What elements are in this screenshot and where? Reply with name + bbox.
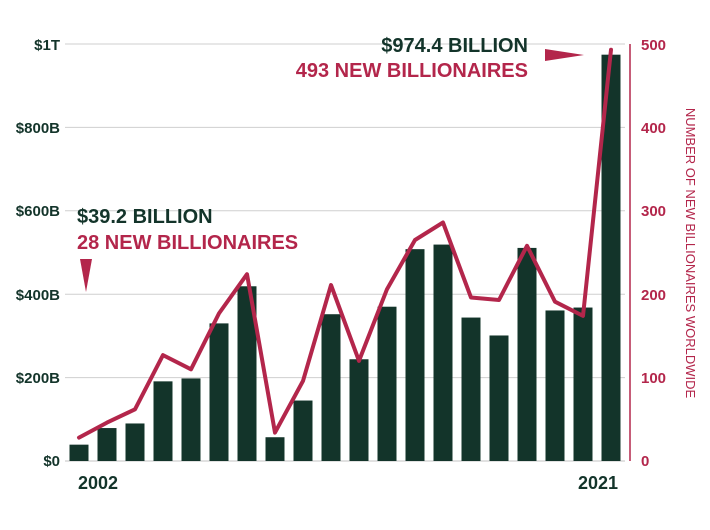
right-axis-ticks: 0 100 200 300 400 500 [641,37,666,470]
annotation-value-2002: $39.2 BILLION [77,206,213,228]
right-tick-label: 500 [641,37,666,54]
x-tick-label-last: 2021 [578,473,618,493]
right-tick-label: 300 [641,203,666,220]
left-tick-label: $400B [16,287,60,304]
bar-2005 [153,381,173,461]
left-tick-label: $600B [16,203,60,220]
annotation-2021: $974.4 BILLION 493 NEW BILLIONAIRES [296,35,584,82]
left-axis-ticks: $0 $200B $400B $600B $800B $1T [16,37,60,470]
bar-2007 [209,323,229,461]
bar-2012 [349,359,369,461]
left-tick-label: $200B [16,370,60,387]
bar-2013 [377,306,397,461]
annotation-arrow-down [80,259,92,292]
bar-2016 [461,317,481,461]
right-axis-title: NUMBER OF NEW BILLIONAIRES WORLDWIDE [683,108,698,399]
bar-2008 [237,286,257,461]
right-tick-label: 400 [641,120,666,137]
annotation-2002: $39.2 BILLION 28 NEW BILLIONAIRES [77,206,298,292]
annotation-value-2021: $974.4 BILLION [381,35,528,57]
annotation-count-2021: 493 NEW BILLIONAIRES [296,60,528,82]
bar-2018 [517,247,537,461]
line-series [77,47,613,440]
left-tick-label: $800B [16,120,60,137]
right-tick-label: 100 [641,370,666,387]
bars [69,54,621,461]
bar-2017 [489,335,509,461]
new-billionaires-line [77,47,613,440]
bar-2019 [545,310,565,461]
right-tick-label: 200 [641,287,666,304]
annotation-arrow-right [545,49,584,61]
right-tick-label: 0 [641,453,649,470]
bar-2002 [69,444,89,461]
x-tick-label-first: 2002 [78,473,118,493]
bar-2021 [601,54,621,461]
bar-2020 [573,307,593,461]
bar-2010 [293,400,313,461]
bar-2006 [181,378,201,461]
bar-2003 [97,428,117,461]
left-tick-label: $1T [34,37,60,54]
annotation-count-2002: 28 NEW BILLIONAIRES [77,232,298,254]
left-tick-label: $0 [43,453,60,470]
bar-2011 [321,314,341,461]
bar-2015 [433,244,453,461]
bar-2014 [405,249,425,461]
bar-2009 [265,437,285,461]
bar-2004 [125,423,145,461]
